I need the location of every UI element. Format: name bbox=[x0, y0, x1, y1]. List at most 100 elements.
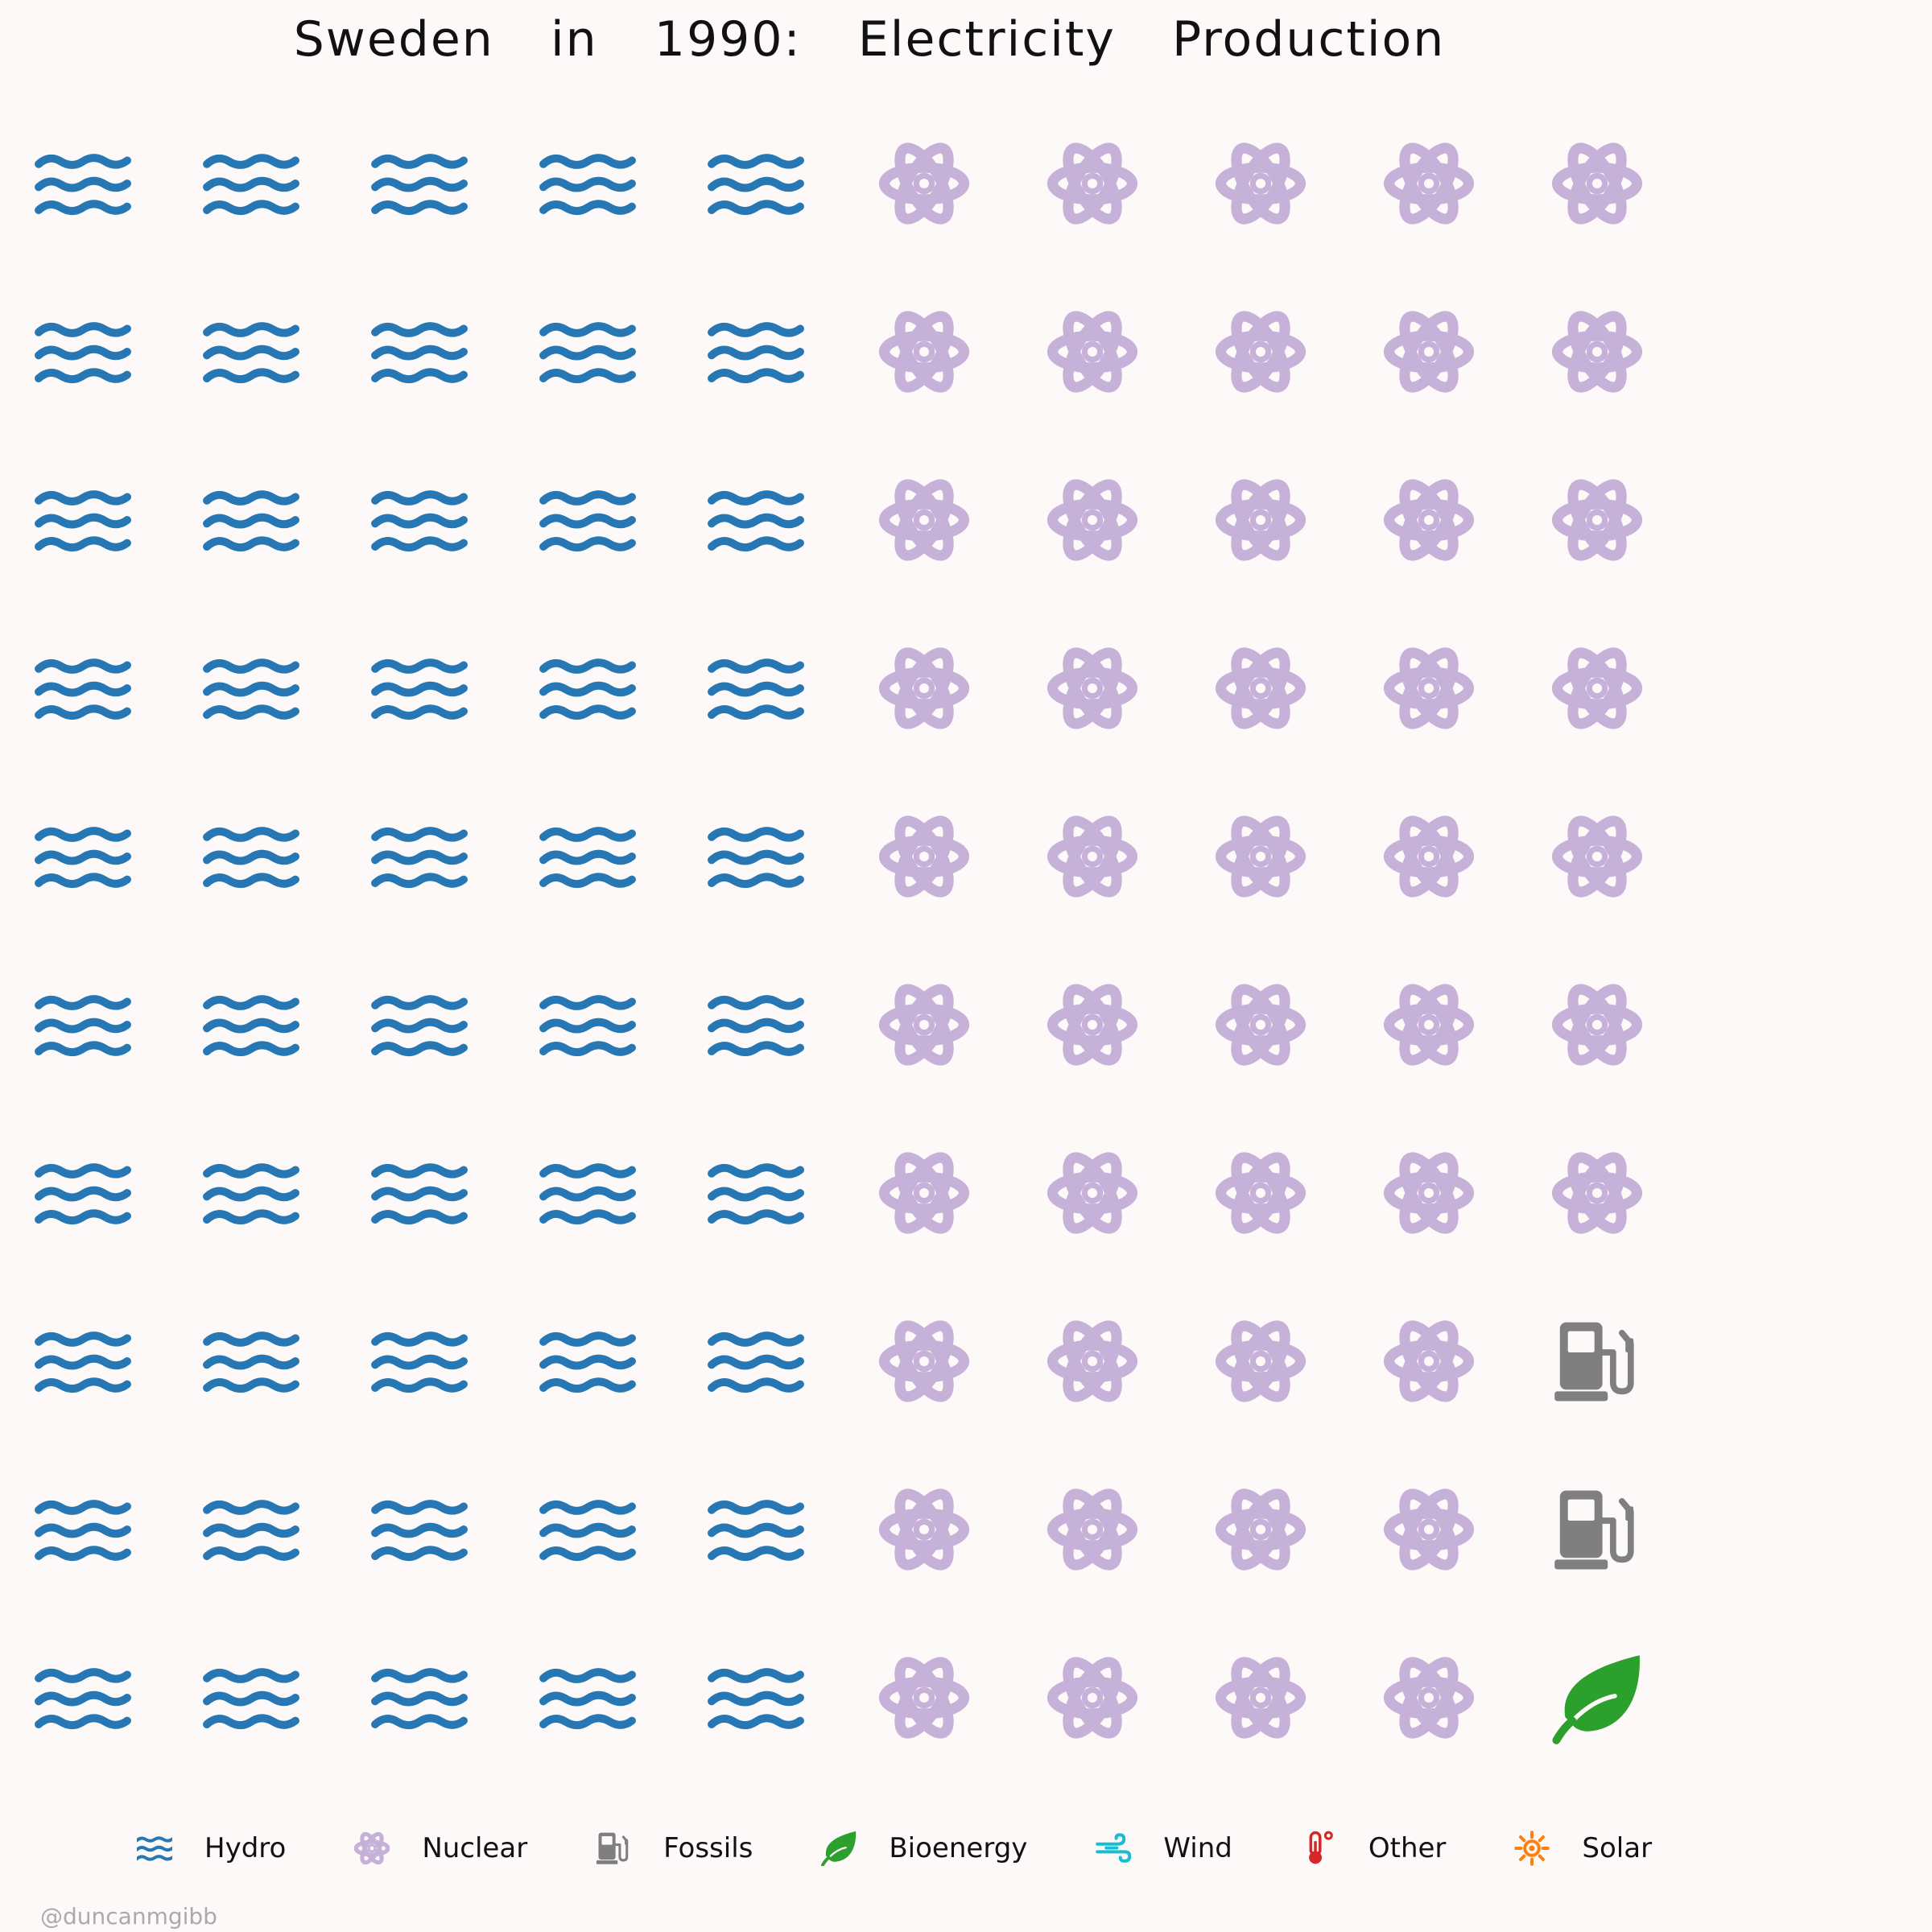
water-waves-icon bbox=[35, 658, 131, 720]
atom-icon bbox=[1551, 1152, 1643, 1234]
atom-icon bbox=[1215, 311, 1307, 393]
atom-icon bbox=[1383, 311, 1475, 393]
water-waves-icon bbox=[137, 1836, 172, 1861]
water-waves-icon bbox=[203, 1331, 299, 1393]
water-waves-icon bbox=[708, 490, 804, 552]
legend-item-bioenergy: Bioenergy bbox=[821, 1831, 1096, 1866]
water-waves-icon bbox=[203, 322, 299, 384]
gas-pump-icon bbox=[1554, 1322, 1634, 1402]
atom-icon bbox=[878, 311, 970, 393]
chart-title: Sweden in 1990: Electricity Production bbox=[293, 11, 1446, 68]
water-waves-icon bbox=[539, 995, 636, 1057]
water-waves-icon bbox=[203, 1163, 299, 1225]
atom-icon bbox=[1215, 984, 1307, 1066]
atom-icon bbox=[1046, 647, 1138, 729]
atom-icon bbox=[1383, 1320, 1475, 1402]
water-waves-icon bbox=[539, 322, 636, 384]
water-waves-icon bbox=[539, 1163, 636, 1225]
gas-pump-icon bbox=[1554, 1490, 1634, 1570]
water-waves-icon bbox=[371, 658, 468, 720]
water-waves-icon bbox=[708, 322, 804, 384]
water-waves-icon bbox=[708, 827, 804, 889]
atom-icon bbox=[1046, 1657, 1138, 1739]
atom-icon bbox=[1046, 984, 1138, 1066]
water-waves-icon bbox=[371, 827, 468, 889]
waffle-chart bbox=[35, 142, 1643, 1744]
atom-icon bbox=[878, 984, 970, 1066]
water-waves-icon bbox=[371, 490, 468, 552]
water-waves-icon bbox=[203, 154, 299, 216]
water-waves-icon bbox=[371, 322, 468, 384]
atom-icon bbox=[1046, 1488, 1138, 1571]
atom-icon bbox=[1215, 142, 1307, 225]
water-waves-icon bbox=[35, 1163, 131, 1225]
atom-icon bbox=[1383, 142, 1475, 225]
water-waves-icon bbox=[35, 1668, 131, 1730]
atom-icon bbox=[1551, 311, 1643, 393]
water-waves-icon bbox=[35, 827, 131, 889]
water-waves-icon bbox=[708, 1500, 804, 1562]
atom-icon bbox=[878, 142, 970, 225]
atom-icon bbox=[1383, 1657, 1475, 1739]
water-waves-icon bbox=[203, 827, 299, 889]
atom-icon bbox=[878, 1152, 970, 1234]
leaf-icon bbox=[821, 1831, 857, 1866]
atom-icon bbox=[1383, 984, 1475, 1066]
leaf-icon bbox=[1552, 1655, 1640, 1744]
atom-icon bbox=[1046, 479, 1138, 561]
water-waves-icon bbox=[539, 1500, 636, 1562]
water-waves-icon bbox=[708, 1163, 804, 1225]
legend-label: Other bbox=[1368, 1832, 1447, 1864]
atom-icon bbox=[1383, 647, 1475, 729]
atom-icon bbox=[1215, 1657, 1307, 1739]
legend-item-solar: Solar bbox=[1514, 1831, 1720, 1866]
atom-icon bbox=[1046, 311, 1138, 393]
water-waves-icon bbox=[203, 658, 299, 720]
atom-icon bbox=[1215, 1488, 1307, 1571]
atom-icon bbox=[1215, 1320, 1307, 1402]
water-waves-icon bbox=[35, 1331, 131, 1393]
water-waves-icon bbox=[708, 1668, 804, 1730]
atom-icon bbox=[1551, 479, 1643, 561]
sun-icon bbox=[1514, 1831, 1550, 1866]
legend: Hydro Nuclear Fossils Bioenergy Wind Other Sol… bbox=[137, 1831, 1720, 1866]
water-waves-icon bbox=[35, 154, 131, 216]
water-waves-icon bbox=[708, 154, 804, 216]
atom-icon bbox=[878, 1488, 970, 1571]
water-waves-icon bbox=[708, 1331, 804, 1393]
atom-icon bbox=[1046, 142, 1138, 225]
legend-label: Wind bbox=[1163, 1832, 1232, 1864]
atom-icon bbox=[354, 1831, 390, 1865]
legend-label: Nuclear bbox=[422, 1832, 528, 1864]
atom-icon bbox=[1215, 1152, 1307, 1234]
water-waves-icon bbox=[35, 322, 131, 384]
water-waves-icon bbox=[371, 1500, 468, 1562]
atom-icon bbox=[1215, 647, 1307, 729]
legend-label: Solar bbox=[1582, 1832, 1653, 1864]
author-credit: @duncanmgibb bbox=[40, 1903, 217, 1930]
water-waves-icon bbox=[708, 995, 804, 1057]
atom-icon bbox=[1551, 815, 1643, 898]
water-waves-icon bbox=[539, 490, 636, 552]
legend-label: Bioenergy bbox=[889, 1832, 1028, 1864]
atom-icon bbox=[878, 479, 970, 561]
legend-item-hydro: Hydro bbox=[137, 1831, 354, 1866]
water-waves-icon bbox=[371, 1331, 468, 1393]
water-waves-icon bbox=[203, 490, 299, 552]
water-waves-icon bbox=[35, 490, 131, 552]
legend-item-fossils: Fossils bbox=[596, 1831, 821, 1866]
legend-item-wind: Wind bbox=[1096, 1831, 1300, 1866]
atom-icon bbox=[1046, 815, 1138, 898]
water-waves-icon bbox=[203, 1500, 299, 1562]
atom-icon bbox=[878, 1657, 970, 1739]
legend-label: Fossils bbox=[663, 1832, 753, 1864]
water-waves-icon bbox=[539, 154, 636, 216]
atom-icon bbox=[1551, 647, 1643, 729]
water-waves-icon bbox=[539, 1668, 636, 1730]
water-waves-icon bbox=[371, 1163, 468, 1225]
atom-icon bbox=[1383, 1488, 1475, 1571]
atom-icon bbox=[1046, 1320, 1138, 1402]
water-waves-icon bbox=[35, 1500, 131, 1562]
atom-icon bbox=[1551, 984, 1643, 1066]
water-waves-icon bbox=[708, 658, 804, 720]
